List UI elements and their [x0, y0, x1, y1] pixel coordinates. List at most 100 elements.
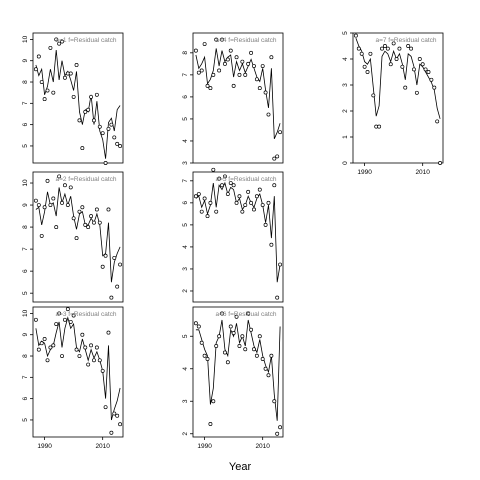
observed-point [83, 109, 88, 114]
observed-point [97, 124, 102, 129]
observed-point [382, 44, 387, 48]
observed-point [412, 67, 416, 72]
y-tick-label: 7 [22, 375, 29, 379]
panel-frame [32, 306, 124, 438]
observed-point [48, 45, 53, 50]
observed-point [199, 340, 204, 345]
observed-point [92, 118, 96, 123]
observed-point [118, 422, 123, 427]
observed-point [202, 353, 207, 358]
y-tick-label: 6 [182, 95, 189, 99]
observed-point [208, 422, 213, 426]
y-tick-label: 5 [342, 31, 349, 35]
observed-point [214, 209, 219, 214]
observed-point [249, 200, 254, 205]
y-tick-label: 7 [182, 179, 189, 183]
fitted-line [195, 181, 281, 283]
observed-point [254, 77, 259, 82]
fitted-line [35, 187, 121, 283]
y-tick-label: 4 [182, 139, 189, 143]
observed-point [222, 174, 227, 179]
observed-point [222, 61, 227, 66]
observed-point [246, 189, 251, 194]
observed-point [220, 183, 224, 188]
observed-point [228, 181, 233, 185]
observed-point [77, 209, 82, 214]
observed-point [60, 39, 64, 44]
observed-point [74, 236, 79, 241]
observed-point [94, 92, 99, 97]
panel-frame [32, 171, 124, 303]
observed-point [353, 33, 358, 38]
panel-title: a=2 f=Residual catch [55, 176, 116, 183]
observed-point [263, 90, 268, 95]
observed-point [51, 343, 56, 348]
observed-point [68, 71, 73, 76]
observed-point [62, 317, 67, 322]
panel-frame [352, 32, 444, 164]
observed-point [33, 198, 38, 203]
observed-point [199, 209, 204, 214]
observed-point [228, 324, 233, 329]
observed-point [65, 307, 70, 312]
observed-point [115, 141, 120, 146]
observed-point [100, 264, 105, 269]
x-tick-label: 1990 [197, 443, 212, 450]
observed-point [80, 146, 85, 151]
observed-point [100, 368, 105, 373]
observed-point [278, 425, 283, 430]
y-tick-label: 9 [22, 203, 29, 207]
observed-point [60, 200, 64, 205]
x-tick-label: 2010 [255, 443, 270, 450]
observed-point [94, 345, 99, 350]
observed-point [97, 220, 102, 225]
y-tick-label: 2 [342, 109, 349, 113]
observed-point [118, 262, 123, 267]
observed-point [269, 55, 274, 60]
y-tick-label: 3 [182, 399, 189, 403]
observed-point [217, 68, 222, 73]
observed-point [57, 174, 62, 179]
observed-point [246, 311, 251, 316]
observed-point [54, 225, 59, 230]
observed-point [231, 83, 236, 88]
observed-point [115, 413, 120, 418]
observed-point [211, 399, 216, 404]
panel-frame [32, 32, 124, 164]
y-tick-label: 5 [22, 418, 29, 422]
observed-point [263, 366, 268, 371]
observed-point [222, 350, 227, 355]
observed-point [112, 411, 117, 416]
observed-point [257, 334, 262, 339]
observed-point [278, 130, 283, 135]
observed-point [86, 225, 91, 230]
observed-point [42, 97, 47, 102]
observed-point [68, 319, 73, 324]
observed-point [211, 72, 216, 77]
observed-point [409, 46, 414, 51]
observed-point [260, 357, 265, 361]
observed-point [36, 347, 41, 352]
observed-point [89, 214, 94, 219]
y-tick-label: 10 [22, 179, 29, 187]
y-tick-label: 4 [182, 367, 189, 371]
observed-point [365, 70, 370, 74]
observed-point [74, 63, 79, 67]
observed-point [106, 330, 111, 335]
observed-point [254, 353, 259, 358]
observed-point [193, 48, 198, 53]
y-tick-label: 6 [22, 122, 29, 126]
observed-point [269, 353, 274, 358]
observed-point [275, 431, 280, 436]
observed-point [266, 200, 271, 205]
panel-2: 3 4 5 6 7 8 a=4 f=Residual catch [182, 32, 284, 165]
observed-point [83, 345, 88, 350]
observed-point [39, 341, 44, 346]
observed-point [220, 311, 224, 316]
observed-point [234, 55, 239, 60]
observed-point [263, 222, 268, 227]
observed-point [65, 203, 70, 208]
observed-point [403, 85, 408, 90]
observed-point [362, 64, 367, 69]
observed-point [438, 161, 443, 165]
